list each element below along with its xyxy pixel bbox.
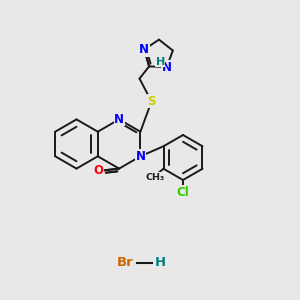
Text: O: O: [94, 164, 104, 177]
Text: N: N: [135, 150, 146, 163]
Text: N: N: [114, 113, 124, 126]
Text: S: S: [147, 95, 156, 108]
Text: CH₃: CH₃: [146, 173, 165, 182]
Text: N: N: [162, 61, 172, 74]
Text: H: H: [154, 256, 166, 269]
Text: Cl: Cl: [177, 185, 189, 199]
Text: Br: Br: [117, 256, 134, 269]
Text: H: H: [155, 57, 165, 67]
Text: N: N: [139, 43, 149, 56]
